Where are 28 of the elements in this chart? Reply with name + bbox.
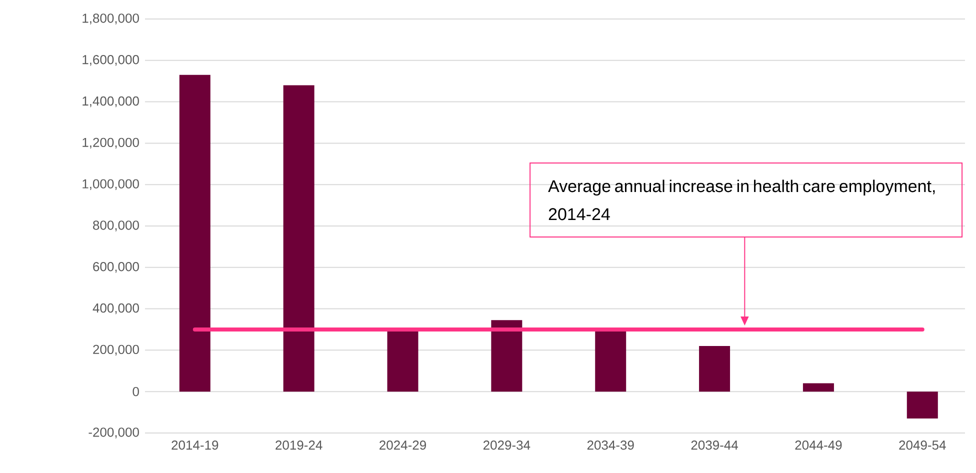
y-tick-label: 0	[132, 386, 139, 396]
bar	[179, 74, 210, 392]
bar	[699, 346, 730, 392]
x-tick-label: 2044-49	[795, 440, 842, 450]
bar	[906, 392, 938, 418]
y-tick-label: 400,000	[92, 303, 139, 314]
y-tick-label: 1,400,000	[82, 96, 139, 108]
x-tick-label: 2029-34	[483, 440, 530, 450]
y-tick-label: 600,000	[93, 262, 139, 273]
bar	[802, 383, 834, 392]
x-tick-label: 2024-29	[380, 440, 426, 450]
x-tick-label: 2034-39	[587, 440, 634, 450]
y-tick-label: 200,000	[93, 344, 139, 356]
x-tick-label: 2039-44	[691, 440, 738, 450]
y-tick-label: -200,000	[88, 428, 139, 438]
bar	[283, 85, 314, 392]
y-tick-label: 1,200,000	[82, 138, 139, 149]
y-tick-label: 1,800,000	[82, 14, 139, 24]
annotation: Average annual increase in health care employment, 2014-24	[548, 180, 935, 220]
x-tick-label: 2049-54	[899, 440, 946, 450]
bar	[491, 320, 522, 392]
y-tick-label: 1,000,000	[82, 179, 139, 190]
y-tick-label: 1,600,000	[82, 55, 139, 66]
bar	[387, 332, 418, 392]
x-tick-label: 2014-19	[172, 440, 218, 450]
y-tick-label: 800,000	[93, 220, 139, 232]
bar	[595, 332, 626, 392]
x-tick-label: 2019-24	[276, 440, 322, 450]
